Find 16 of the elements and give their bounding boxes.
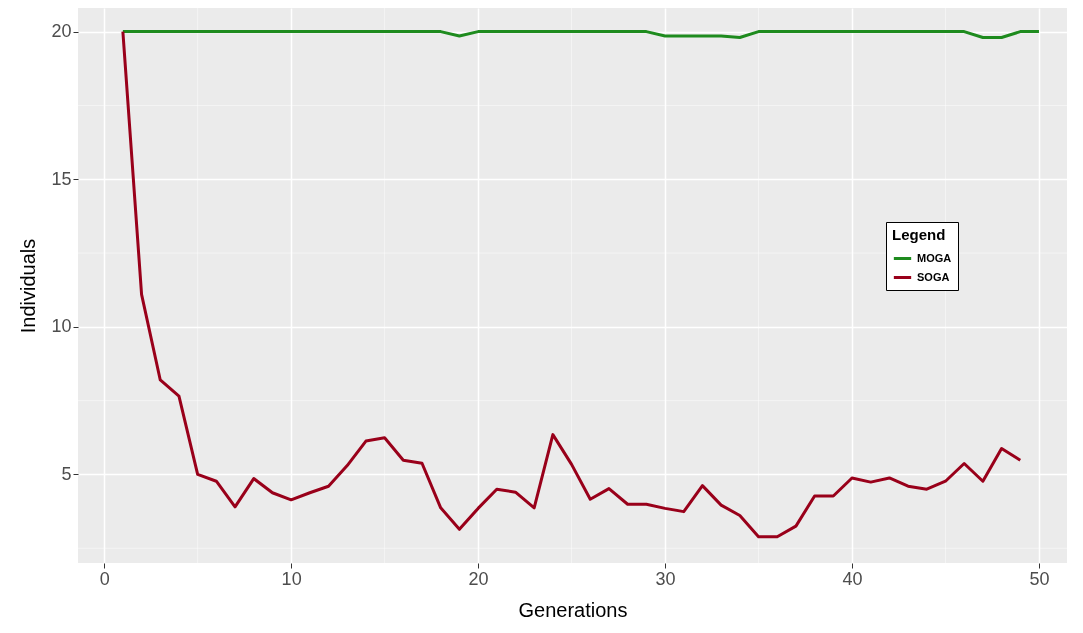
x-axis-title: Generations — [518, 598, 628, 621]
legend-label: SOGA — [917, 270, 950, 283]
y-tick-label: 5 — [61, 463, 72, 484]
x-tick-label: 30 — [655, 568, 676, 589]
x-tick-label: 40 — [842, 568, 863, 589]
line-series — [121, 30, 1022, 539]
y-axis-title: Individuals — [17, 238, 40, 334]
legend-label: MOGA — [917, 251, 952, 264]
x-tick-label: 20 — [468, 568, 489, 589]
x-tick-label: 0 — [99, 568, 110, 589]
y-tick-label: 10 — [51, 316, 72, 337]
x-tick-label: 10 — [281, 568, 302, 589]
legend-title: Legend — [892, 226, 946, 243]
y-tick-label: 20 — [51, 21, 72, 42]
x-tick-label: 50 — [1029, 568, 1050, 589]
y-tick-label: 15 — [51, 168, 72, 189]
